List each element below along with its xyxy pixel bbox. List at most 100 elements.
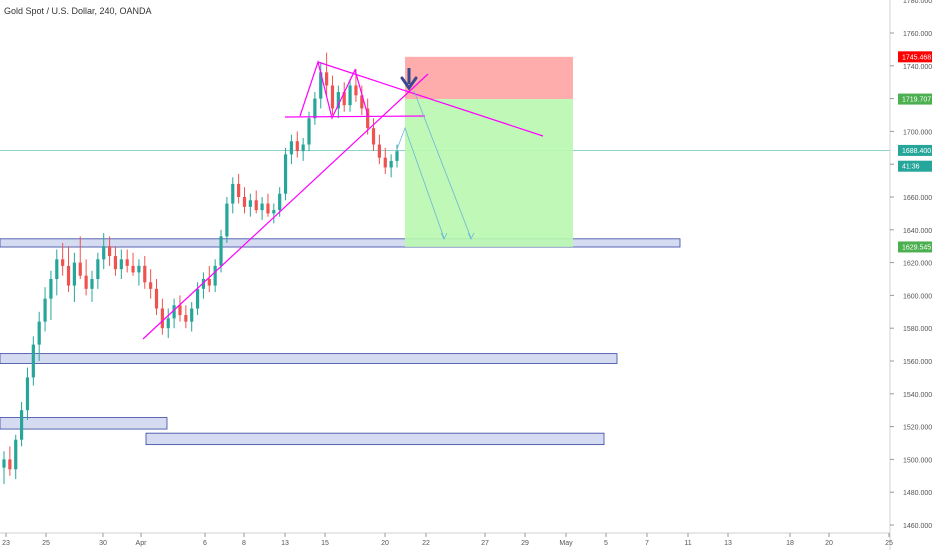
candle-body [348,85,352,106]
price-tag-label: 1719.707 [902,97,931,104]
price-tick-label: 1500.000 [903,457,932,464]
projection-arrowhead-1 [440,232,448,240]
neckline [284,115,426,118]
candle-body [96,259,100,279]
candle-body [254,200,258,211]
candle-body [72,262,76,286]
time-tick-label: May [559,540,573,547]
candle-body [342,92,346,106]
candle-body [125,259,129,266]
time-tick-label: 27 [481,540,489,547]
take-profit-zone [405,99,573,247]
price-tick-label: 1640.000 [903,228,932,235]
price-tick-label: 1560.000 [903,359,932,366]
time-tick-label: 29 [521,540,529,547]
projection-path-1 [395,126,445,239]
candle-body [278,193,282,211]
support-zone [0,417,168,430]
time-tick-label: 20 [381,540,389,547]
time-tick-label: 25 [42,540,50,547]
candle-body [266,203,270,214]
candle-body [225,203,229,237]
candle-body [78,262,82,276]
candle-body [119,259,123,270]
candle-body [178,305,182,316]
support-zone [0,353,618,364]
candle-body [190,308,194,322]
price-tag [898,241,932,253]
candle-body [2,459,6,468]
candle-body [19,410,24,440]
price-tag-label: 41:36 [902,164,920,171]
price-tags: 1745.468 1719.707 1688.400 41:36 1629.545 [898,51,932,253]
candle-body [137,265,141,273]
candle-body [49,279,53,299]
candle-body [172,305,176,319]
candle-body [14,439,18,470]
price-tick-label: 1760.000 [903,31,932,38]
candle-body [55,259,59,279]
candle-body [90,279,94,289]
price-tag [898,51,932,63]
candle-body [336,92,340,109]
time-tick-label: 22 [422,540,430,547]
candle-body [371,128,376,145]
candle-body [313,98,317,119]
price-tick-label: 1480.000 [903,490,932,497]
time-tick-label: 13 [724,540,732,547]
candle-body [102,246,106,260]
price-tick-label: 1780.000 [903,0,932,5]
price-tick-label: 1620.000 [903,261,932,268]
triple-top-pattern [299,59,369,120]
candle-body [149,282,153,289]
candle-body [43,298,47,322]
price-tick-label: 1540.000 [903,392,932,399]
candle-body [31,344,35,378]
price-tick-label: 1580.000 [903,326,932,333]
candle-body [289,141,294,155]
candle-body [184,315,188,322]
time-tick-label: Apr [136,540,148,547]
price-axis: 1780.0001760.0001740.0001720.0001700.000… [889,0,932,550]
time-axis: 23 25 30 Apr 6 8 13 15 20 22 27 29 May 5 7 11 13 18 20 25 [0,532,893,547]
candle-body [272,210,276,214]
time-tick-label: 18 [786,540,794,547]
time-tick-label: 30 [99,540,107,547]
candle-body [307,118,311,145]
candle-body [231,183,235,204]
candle-body [25,377,30,411]
rising-trendline [142,73,429,340]
candle-body [295,141,299,152]
candle-body [66,265,71,286]
candle-body [360,95,364,109]
price-tag-label: 1688.400 [902,148,931,155]
candle-body [154,288,159,309]
candle-body [160,308,164,329]
candle-body [8,459,12,470]
candle-body [207,279,211,286]
candle-body [383,157,387,168]
candle-body [201,279,206,289]
candle-body [219,236,223,266]
projection-path-2 [413,90,472,239]
time-tick-label: 7 [645,540,649,547]
price-tag-label: 1745.468 [902,54,931,61]
time-tick-label: 13 [281,540,289,547]
candle-body [248,200,252,207]
candle-body [330,85,335,109]
candles-layer [2,52,399,484]
price-tick-label: 1600.000 [903,293,932,300]
projection-arrowhead-2 [467,232,475,240]
price-tag-label: 1629.545 [902,244,931,251]
candle-body [61,259,65,266]
chart-title: Gold Spot / U.S. Dollar, 240, OANDA [4,6,152,16]
candle-body [354,85,358,96]
support-zone [145,432,605,446]
candle-body [301,144,305,152]
candle-body [131,265,135,273]
candle-body [242,197,247,207]
candle-body [395,151,399,161]
price-tick-label: 1660.000 [903,195,932,202]
time-tick-label: 23 [2,540,10,547]
